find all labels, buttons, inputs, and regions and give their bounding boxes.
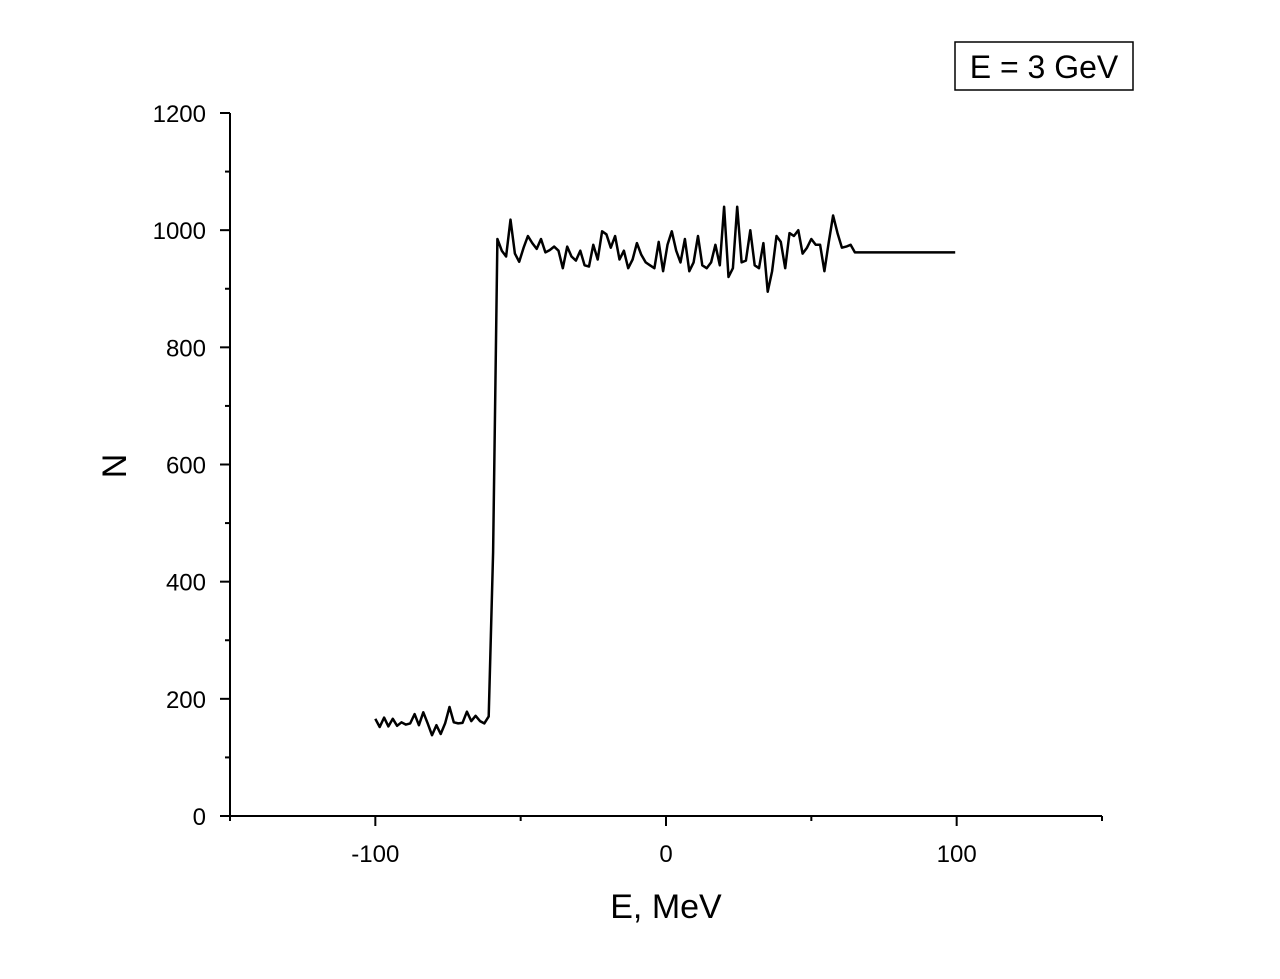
y-tick-label: 400	[166, 570, 206, 597]
y-tick-label: 1200	[153, 101, 206, 128]
legend-label: E = 3 GeV	[970, 49, 1119, 85]
legend-box	[954, 41, 1134, 91]
x-tick-label: 100	[937, 841, 977, 868]
series-line	[374, 205, 956, 737]
series-layer	[374, 205, 956, 737]
axes	[229, 113, 1102, 817]
y-tick-label: 800	[166, 335, 206, 362]
y-tick-label: 0	[193, 804, 206, 831]
y-tick-label: 600	[166, 453, 206, 480]
y-axis-title: N	[96, 454, 134, 479]
x-axis-title: E, MeV	[610, 888, 722, 926]
legend: E = 3 GeV	[954, 41, 1134, 91]
x-tick-label: 0	[659, 841, 672, 868]
y-tick-label: 200	[166, 687, 206, 714]
y-tick-label: 1000	[153, 218, 206, 245]
x-tick-label: -100	[351, 841, 399, 868]
